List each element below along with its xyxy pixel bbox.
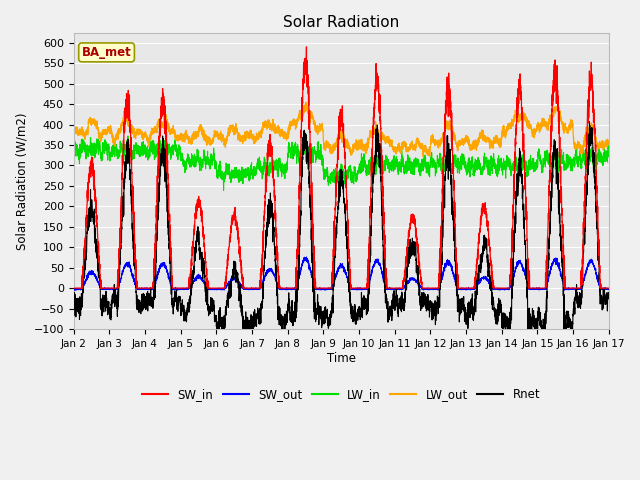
Text: BA_met: BA_met bbox=[82, 46, 131, 59]
Legend: SW_in, SW_out, LW_in, LW_out, Rnet: SW_in, SW_out, LW_in, LW_out, Rnet bbox=[137, 384, 545, 406]
Title: Solar Radiation: Solar Radiation bbox=[283, 15, 399, 30]
X-axis label: Time: Time bbox=[326, 351, 356, 364]
Y-axis label: Solar Radiation (W/m2): Solar Radiation (W/m2) bbox=[15, 112, 28, 250]
